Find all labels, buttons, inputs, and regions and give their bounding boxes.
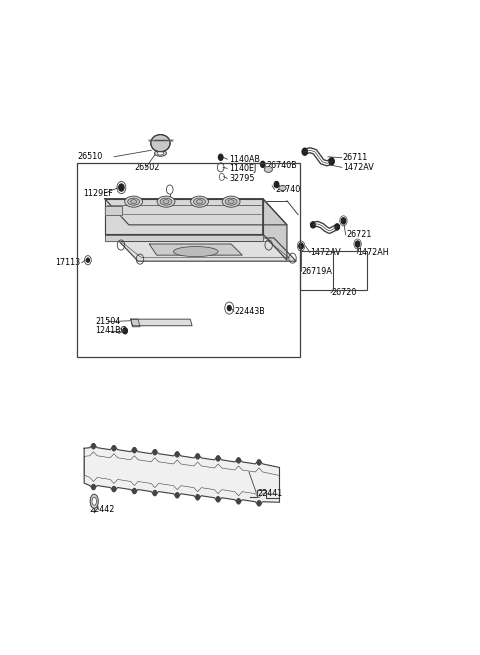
- Text: 1472AV: 1472AV: [343, 163, 373, 172]
- Bar: [300, 251, 367, 290]
- Bar: [77, 163, 300, 357]
- Polygon shape: [106, 206, 122, 215]
- Circle shape: [329, 158, 334, 165]
- Ellipse shape: [225, 198, 237, 205]
- Polygon shape: [116, 238, 296, 261]
- Polygon shape: [105, 198, 263, 234]
- Text: 26711: 26711: [343, 153, 368, 162]
- Text: 22442: 22442: [89, 505, 114, 514]
- Text: 26719A: 26719A: [301, 267, 332, 276]
- Circle shape: [112, 445, 116, 451]
- Polygon shape: [131, 319, 192, 326]
- Circle shape: [311, 222, 315, 228]
- Circle shape: [216, 456, 220, 461]
- Circle shape: [335, 224, 339, 230]
- Ellipse shape: [125, 196, 143, 207]
- Circle shape: [86, 258, 89, 262]
- Circle shape: [355, 241, 360, 247]
- Text: 26720: 26720: [332, 288, 357, 297]
- Circle shape: [112, 487, 116, 491]
- Circle shape: [261, 161, 265, 168]
- Text: 17113: 17113: [55, 258, 81, 267]
- Ellipse shape: [90, 494, 98, 508]
- Circle shape: [175, 493, 179, 498]
- Polygon shape: [105, 198, 287, 225]
- Circle shape: [175, 452, 179, 457]
- Ellipse shape: [193, 198, 205, 205]
- Text: 32795: 32795: [229, 174, 255, 183]
- Circle shape: [302, 148, 307, 155]
- Circle shape: [274, 181, 279, 187]
- Circle shape: [228, 305, 231, 310]
- Text: 1140EJ: 1140EJ: [229, 164, 256, 173]
- Circle shape: [123, 328, 127, 334]
- Circle shape: [216, 496, 220, 502]
- Ellipse shape: [264, 166, 273, 172]
- Circle shape: [237, 458, 240, 463]
- Polygon shape: [84, 443, 279, 506]
- Ellipse shape: [157, 151, 164, 155]
- Circle shape: [92, 443, 96, 449]
- Polygon shape: [149, 244, 242, 255]
- Text: 26721: 26721: [347, 231, 372, 240]
- Circle shape: [132, 489, 136, 494]
- Text: 22410A: 22410A: [156, 198, 188, 207]
- Text: 21504: 21504: [96, 317, 120, 326]
- Text: 1241BC: 1241BC: [96, 326, 126, 335]
- Polygon shape: [105, 235, 263, 241]
- Ellipse shape: [151, 134, 170, 152]
- Ellipse shape: [228, 200, 234, 204]
- Ellipse shape: [160, 198, 172, 205]
- Circle shape: [196, 495, 200, 500]
- Circle shape: [153, 491, 157, 496]
- Circle shape: [257, 501, 261, 506]
- Circle shape: [153, 450, 157, 455]
- Text: 26740: 26740: [276, 185, 301, 194]
- Circle shape: [196, 454, 200, 459]
- Text: 1472AV: 1472AV: [310, 248, 341, 257]
- Ellipse shape: [157, 196, 175, 207]
- Text: 1472AH: 1472AH: [358, 248, 389, 257]
- Ellipse shape: [163, 200, 169, 204]
- Text: 22443B: 22443B: [235, 307, 265, 316]
- Circle shape: [299, 243, 303, 249]
- Ellipse shape: [196, 200, 203, 204]
- Ellipse shape: [128, 198, 140, 205]
- Ellipse shape: [279, 185, 286, 191]
- Circle shape: [257, 460, 261, 465]
- Ellipse shape: [155, 150, 167, 157]
- Polygon shape: [131, 319, 140, 327]
- Ellipse shape: [131, 200, 137, 204]
- Circle shape: [119, 184, 124, 191]
- Text: 22441: 22441: [257, 489, 282, 498]
- Circle shape: [218, 155, 223, 160]
- Text: 1129EF: 1129EF: [83, 189, 113, 198]
- Ellipse shape: [92, 497, 96, 505]
- Text: 1140AB: 1140AB: [229, 155, 260, 164]
- Ellipse shape: [173, 246, 218, 257]
- Circle shape: [237, 498, 240, 504]
- Text: 26510: 26510: [78, 152, 103, 161]
- Text: 26740B: 26740B: [266, 161, 297, 170]
- Circle shape: [341, 218, 346, 224]
- Text: 26502: 26502: [134, 163, 160, 172]
- Circle shape: [92, 485, 96, 489]
- Polygon shape: [263, 198, 287, 260]
- Ellipse shape: [222, 196, 240, 207]
- Ellipse shape: [191, 196, 208, 207]
- Circle shape: [132, 447, 136, 453]
